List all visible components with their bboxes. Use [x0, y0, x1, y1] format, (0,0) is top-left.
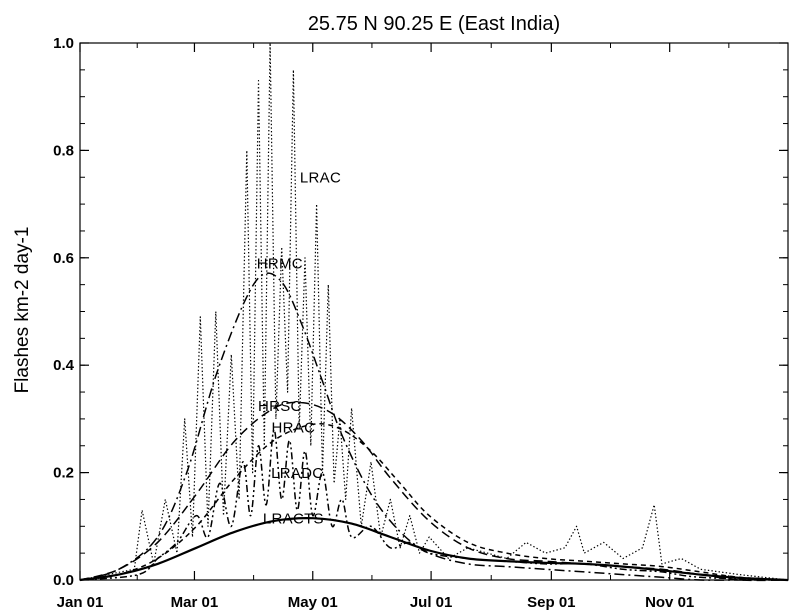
y-tick-label: 0.0 [53, 572, 74, 589]
curve-label: HRAC [272, 419, 316, 436]
x-tick-label: Mar 01 [171, 594, 219, 611]
y-tick-label: 0.2 [53, 465, 74, 482]
series-line-hrac [79, 423, 789, 581]
x-axis-ticks: Jan 01 Mar 01 May 01 Jul 01 Sep 01 Nov 01 [57, 43, 730, 611]
x-tick-label: Jan 01 [57, 594, 104, 611]
curve-label: LRADC [271, 465, 323, 482]
y-axis-ticks: 0.0 0.2 0.4 0.6 0.8 1.0 [53, 35, 788, 589]
curve-labels: LRAC HRMC HRSC HRAC LRADC LRACTS [257, 170, 341, 528]
series-line-hrsc [79, 401, 789, 582]
x-tick-label: Sep 01 [527, 594, 575, 611]
y-tick-label: 0.6 [53, 250, 74, 267]
curve-label: LRAC [300, 170, 341, 187]
x-tick-label: Jul 01 [410, 594, 453, 611]
y-tick-label: 0.4 [53, 357, 75, 374]
series-layer [79, 42, 789, 582]
x-tick-label: May 01 [288, 594, 338, 611]
plot-frame [79, 42, 789, 581]
chart-title: 25.75 N 90.25 E (East India) [308, 13, 560, 35]
curve-label: LRACTS [263, 511, 324, 528]
y-tick-label: 0.8 [53, 142, 74, 159]
x-tick-label: Nov 01 [645, 594, 694, 611]
curve-label: HRMC [257, 256, 303, 273]
series-line-lradc [79, 428, 789, 581]
series-line-lracts [79, 517, 789, 582]
y-axis-label: Flashes km-2 day-1 [12, 227, 33, 394]
series-line-lrac [79, 42, 789, 581]
y-tick-label: 1.0 [53, 35, 74, 52]
series-line-hrmc [79, 272, 788, 581]
curve-label: HRSC [258, 398, 302, 415]
